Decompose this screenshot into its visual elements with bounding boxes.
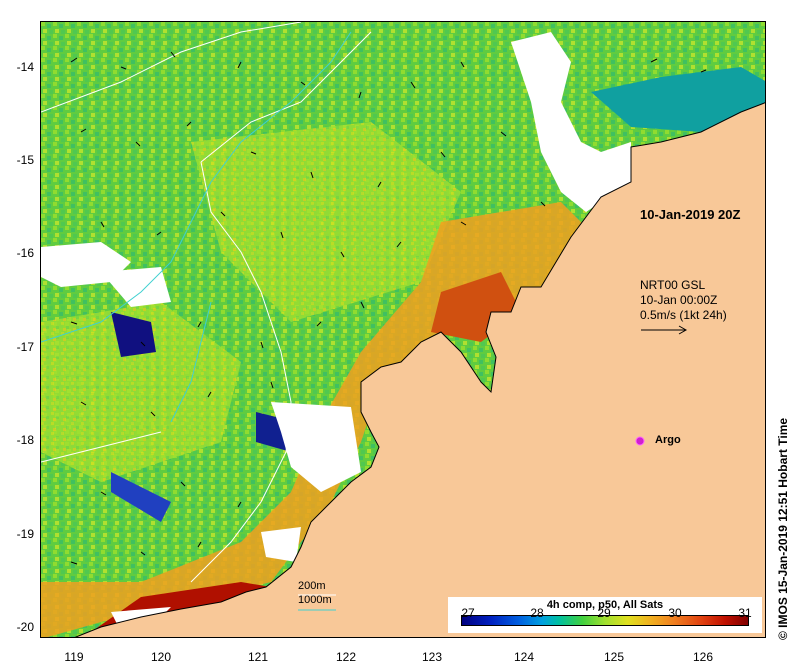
- colorbar-tick: 27: [461, 606, 475, 620]
- cloud-mask: [261, 527, 301, 562]
- isobath-200m: [41, 22, 302, 113]
- y-tick: -16: [16, 246, 34, 260]
- current-vectors: [70, 51, 707, 565]
- warm-patch-west: [41, 302, 241, 482]
- colorbar-tick: 29: [597, 606, 611, 620]
- isobath-1000m-swatch: [298, 609, 336, 611]
- argo-label: Argo: [655, 434, 681, 446]
- imos-credit: © IMOS 15-Jan-2019 12:51 Hobart Time: [776, 417, 790, 640]
- isobath-1000m: [170, 301, 212, 423]
- colorbar-tick: 31: [738, 606, 752, 620]
- x-tick: 125: [603, 650, 625, 664]
- isobath-200m-swatch: [298, 594, 336, 596]
- colorbar-tick: 28: [530, 606, 544, 620]
- y-tick: -17: [16, 340, 34, 354]
- y-tick: -14: [16, 60, 34, 74]
- colorbar-tick: 30: [668, 606, 682, 620]
- isobath-legend: 200m 1000m: [298, 580, 336, 611]
- isobath-1000m-label: 1000m: [298, 594, 332, 606]
- x-tick: 123: [421, 650, 443, 664]
- isobath-200m: [41, 431, 162, 463]
- sst-map: [41, 22, 765, 637]
- map-panel[interactable]: [40, 21, 766, 638]
- isobath-200m-label: 200m: [298, 580, 326, 592]
- land-mass: [74, 102, 765, 637]
- colorbar-title: 4h comp, p50, All Sats: [546, 599, 664, 611]
- x-tick: 126: [692, 650, 714, 664]
- x-tick: 121: [247, 650, 269, 664]
- colorbar: 4h comp, p50, All Sats: [448, 597, 762, 633]
- cool-patch-north: [591, 67, 765, 132]
- isobath-200m: [190, 161, 292, 583]
- isobath-200m: [200, 31, 372, 163]
- x-tick: 120: [150, 650, 172, 664]
- cloud-mask: [101, 267, 171, 307]
- x-tick: 124: [513, 650, 535, 664]
- y-tick: -20: [16, 620, 34, 634]
- colorbar-strip: [461, 615, 749, 626]
- y-tick: -15: [16, 153, 34, 167]
- isobath-1000m: [41, 31, 352, 343]
- current-legend-line1: NRT00 GSL: [640, 278, 706, 292]
- y-tick: -18: [16, 433, 34, 447]
- warm-patch: [191, 122, 461, 322]
- timestamp-label: 10-Jan-2019 20Z: [640, 207, 741, 222]
- x-tick: 122: [335, 650, 357, 664]
- argo-marker: [635, 436, 645, 446]
- y-tick: -19: [16, 527, 34, 541]
- legend-arrow: [641, 325, 688, 335]
- current-legend-line3: 0.5m/s (1kt 24h): [640, 308, 727, 322]
- x-tick: 119: [64, 650, 84, 664]
- current-legend-line2: 10-Jan 00:00Z: [640, 293, 718, 307]
- cloud-mask: [511, 32, 631, 212]
- cloud-mask-south: [271, 402, 361, 492]
- cold-streak: [111, 472, 171, 522]
